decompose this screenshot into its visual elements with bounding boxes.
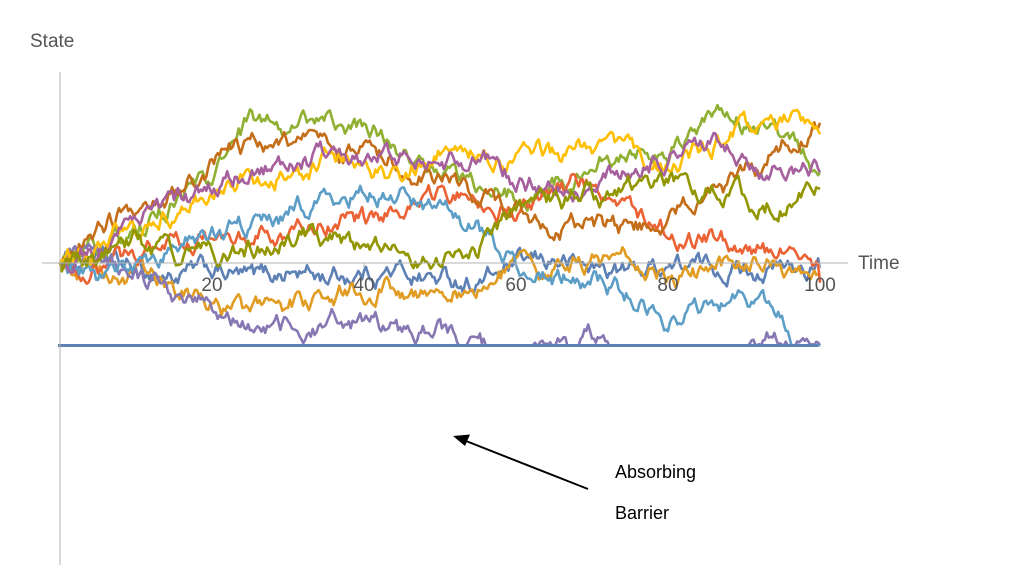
- y-axis-label: State: [30, 31, 74, 52]
- series-line-6: [59, 121, 822, 265]
- series-line-2: [59, 246, 821, 317]
- series-paths: [58, 103, 822, 347]
- x-tick-label: 60: [505, 275, 526, 296]
- barrier-annotation: Absorbing Barrier: [453, 434, 696, 523]
- annotation-label-line2: Barrier: [615, 503, 669, 523]
- series-line-7: [59, 184, 820, 347]
- annotation-label-line1: Absorbing: [615, 462, 696, 482]
- series-line-1: [59, 243, 822, 294]
- series-line-10: [58, 171, 821, 273]
- series-line-9: [59, 131, 822, 275]
- annotation-arrowhead: [453, 434, 470, 446]
- x-ticks: 20 40 60 80 100: [201, 263, 836, 296]
- series-line-4: [59, 172, 822, 286]
- x-tick-label: 20: [201, 275, 222, 296]
- x-tick-label: 100: [804, 275, 836, 296]
- x-tick-label: 40: [353, 275, 374, 296]
- annotation-arrow-line: [465, 440, 589, 490]
- x-axis-label: Time: [858, 253, 900, 274]
- series-line-8: [58, 108, 822, 267]
- x-tick-label: 80: [657, 275, 678, 296]
